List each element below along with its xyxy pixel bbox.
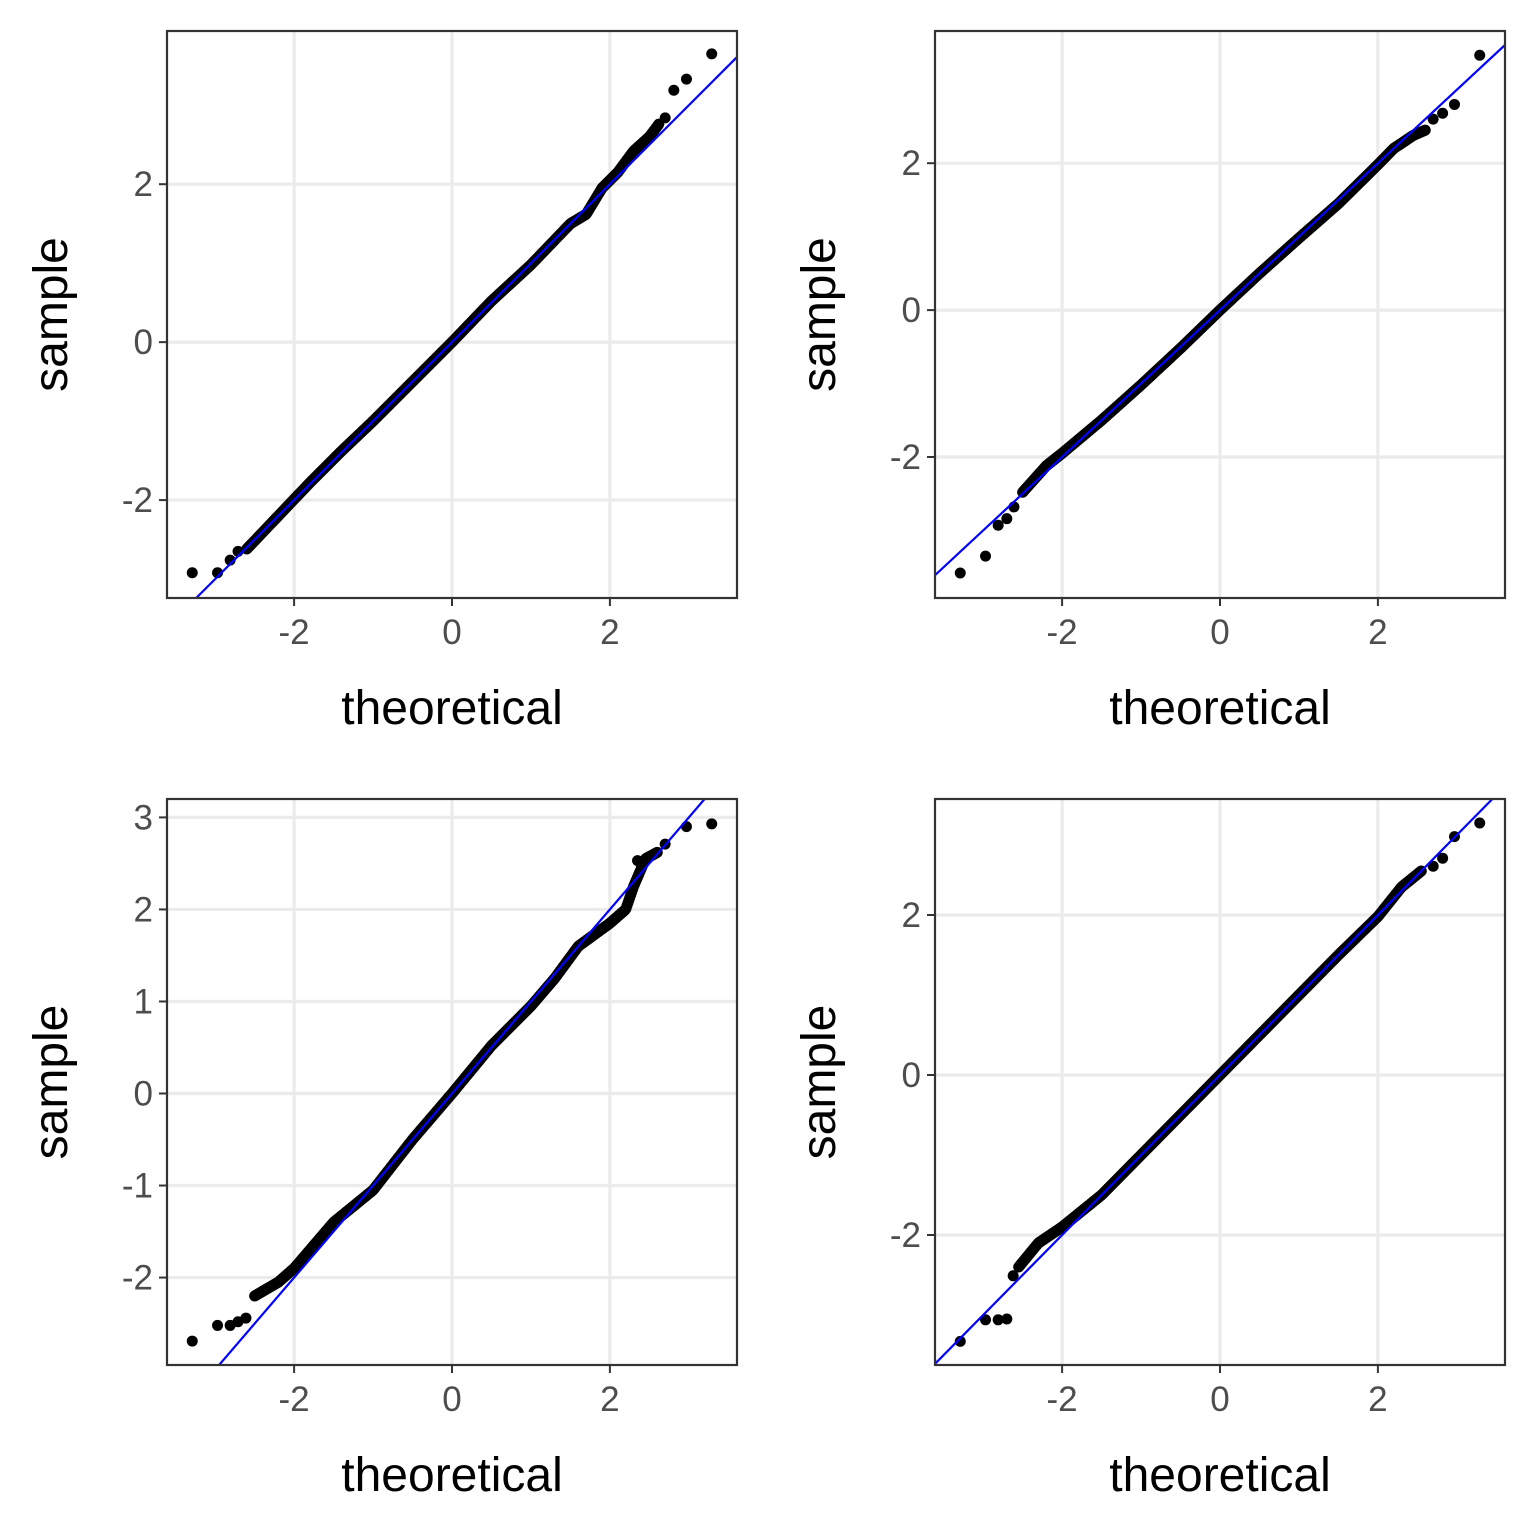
qq-panel-2: -2 0 2 -2 0 2 theoretical sample xyxy=(793,29,1507,735)
data-point xyxy=(706,818,718,830)
qq-panel-4: -2 0 2 -2 0 2 theoretical sample xyxy=(793,797,1507,1502)
points-layer xyxy=(186,48,737,598)
y-tick-label: 3 xyxy=(134,798,153,837)
panel-border xyxy=(165,797,739,1367)
data-point xyxy=(706,48,718,60)
x-tick-label: 2 xyxy=(600,613,619,652)
data-point xyxy=(186,1335,198,1347)
y-tick-label: 2 xyxy=(134,890,153,929)
y-axis-title: sample xyxy=(793,237,846,392)
data-point xyxy=(1001,1313,1013,1325)
data-point xyxy=(680,73,692,85)
data-point xyxy=(212,1319,224,1331)
data-point xyxy=(1448,98,1460,110)
x-axis-title: theoretical xyxy=(341,682,562,735)
y-tick-label: 1 xyxy=(134,982,153,1021)
data-point xyxy=(992,1314,1004,1326)
y-tick-label: -2 xyxy=(890,438,921,477)
data-point xyxy=(992,519,1004,531)
y-tick-label: 0 xyxy=(902,1056,921,1095)
y-tick-label: -2 xyxy=(890,1216,921,1255)
points-layer xyxy=(935,44,1505,579)
data-point xyxy=(954,1335,966,1347)
data-point xyxy=(980,550,992,562)
data-point xyxy=(1427,860,1439,872)
y-tick-label: 2 xyxy=(134,165,153,204)
data-point xyxy=(632,855,644,867)
x-tick-label: 2 xyxy=(1368,1380,1387,1419)
data-point xyxy=(1427,113,1439,125)
y-tick-label: -2 xyxy=(122,1259,153,1298)
reference-line xyxy=(935,44,1505,577)
x-tick-label: 0 xyxy=(442,1380,461,1419)
qq-panel-3: -2 0 2 -2 -1 0 1 2 3 theoretical sample xyxy=(25,797,739,1502)
data-point xyxy=(240,1312,252,1324)
x-tick-label: -2 xyxy=(279,613,310,652)
y-tick-label: -1 xyxy=(122,1167,153,1206)
y-tick-label: 0 xyxy=(902,291,921,330)
reference-line xyxy=(194,56,737,598)
panel-border xyxy=(933,29,1507,600)
x-tick-label: 0 xyxy=(1210,1380,1229,1419)
x-tick-label: 2 xyxy=(600,1380,619,1419)
y-axis-title: sample xyxy=(793,1005,846,1160)
data-point xyxy=(980,1314,992,1326)
data-point xyxy=(1437,107,1449,119)
y-tick-label: -2 xyxy=(122,481,153,520)
x-tick-label: 0 xyxy=(1210,613,1229,652)
data-point xyxy=(1001,513,1013,525)
points-layer xyxy=(186,799,718,1365)
y-axis-title: sample xyxy=(25,1005,78,1160)
y-tick-label: 0 xyxy=(134,1075,153,1114)
data-point xyxy=(186,567,198,579)
y-axis-title: sample xyxy=(25,237,78,392)
x-tick-label: 0 xyxy=(442,613,461,652)
qq-panel-1: -2 0 2 -2 0 2 theoretical sample xyxy=(25,29,739,735)
y-tick-label: 2 xyxy=(902,896,921,935)
data-point xyxy=(1437,852,1449,864)
data-point xyxy=(1474,49,1486,61)
panel-border xyxy=(933,797,1507,1367)
reference-line xyxy=(217,799,707,1365)
x-tick-label: -2 xyxy=(1047,613,1078,652)
x-axis-title: theoretical xyxy=(1109,682,1330,735)
data-point xyxy=(954,567,966,579)
panel-border xyxy=(165,29,739,600)
data-point xyxy=(1474,817,1486,829)
points-layer xyxy=(935,799,1494,1365)
y-tick-label: 0 xyxy=(134,323,153,362)
data-point xyxy=(1007,1270,1019,1282)
x-tick-label: -2 xyxy=(1047,1380,1078,1419)
x-axis-title: theoretical xyxy=(341,1449,562,1502)
x-axis-title: theoretical xyxy=(1109,1449,1330,1502)
data-point xyxy=(1419,124,1431,136)
x-tick-label: -2 xyxy=(279,1380,310,1419)
x-tick-label: 2 xyxy=(1368,613,1387,652)
data-point xyxy=(668,84,680,96)
y-tick-label: 2 xyxy=(902,144,921,183)
data-point xyxy=(680,821,692,833)
reference-line xyxy=(935,799,1494,1365)
data-point xyxy=(659,112,671,124)
